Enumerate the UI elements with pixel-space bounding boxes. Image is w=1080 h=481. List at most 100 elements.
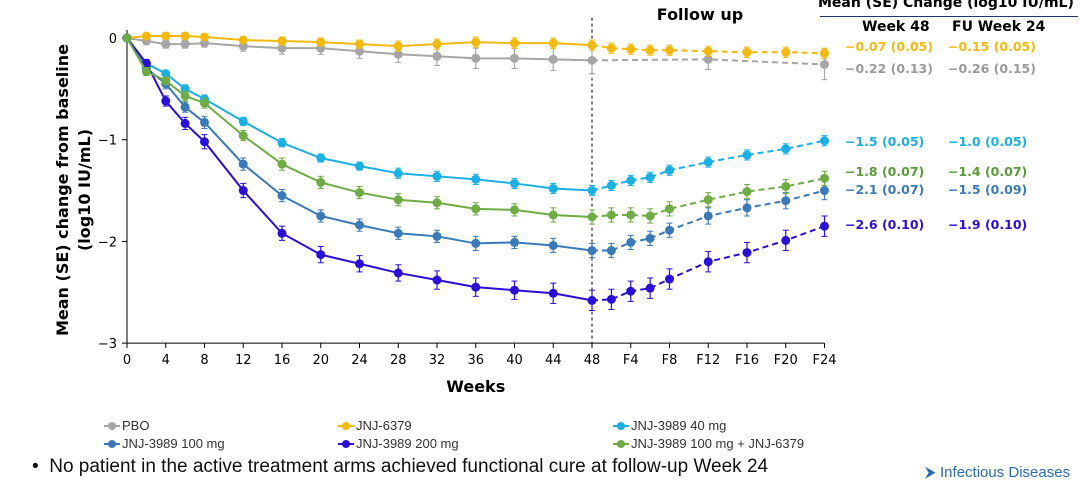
data-point — [781, 144, 791, 154]
table-cell-week48: −1.8 (0.07) — [845, 164, 925, 179]
data-point — [393, 41, 403, 51]
data-point — [510, 285, 519, 295]
data-point — [238, 131, 248, 141]
data-point — [432, 231, 442, 241]
data-point — [355, 39, 364, 49]
data-point — [180, 118, 190, 128]
data-point — [703, 157, 713, 167]
x-tick-label: F4 — [623, 353, 639, 368]
table-cell-week48: −1.5 (0.05) — [845, 134, 925, 149]
data-point — [548, 240, 558, 250]
data-point — [510, 38, 519, 48]
x-tick-label: 12 — [235, 353, 252, 368]
data-point — [471, 282, 481, 292]
data-point — [393, 49, 403, 59]
y-tick-label: 0 — [109, 32, 117, 47]
data-point — [665, 45, 674, 55]
data-point — [180, 102, 190, 112]
data-point — [703, 46, 713, 56]
data-point — [355, 161, 364, 171]
x-tick-label: F16 — [735, 353, 759, 368]
x-tick-label: 40 — [506, 353, 523, 368]
data-point — [645, 211, 655, 221]
x-tick-label: 16 — [274, 353, 291, 368]
data-point — [665, 204, 674, 214]
data-point — [200, 117, 209, 127]
data-point — [180, 39, 190, 49]
data-point — [587, 55, 597, 65]
data-point — [626, 44, 636, 54]
x-tick-label: 4 — [162, 353, 170, 368]
data-point — [316, 177, 326, 187]
data-point — [781, 47, 791, 57]
data-point — [781, 196, 791, 206]
table-cell-fu24: −1.4 (0.07) — [948, 164, 1028, 179]
table-cell-fu24: −0.15 (0.05) — [948, 39, 1036, 54]
data-point — [703, 211, 713, 221]
table-cell-week48: −2.6 (0.10) — [845, 217, 925, 232]
data-point — [626, 286, 636, 296]
data-point — [645, 233, 655, 243]
data-point — [548, 210, 558, 220]
data-point — [606, 294, 616, 304]
data-point — [355, 220, 364, 230]
data-point — [122, 33, 132, 43]
data-point — [820, 173, 829, 183]
data-point — [703, 195, 713, 205]
data-point — [645, 283, 655, 293]
data-point — [645, 45, 655, 55]
legend-item-pbo: PBO — [104, 418, 149, 433]
data-point — [161, 76, 171, 86]
legend-item-combo: JNJ-3989 100 mg + JNJ-6379 — [613, 436, 804, 451]
data-point — [277, 159, 287, 169]
x-tick-label: 0 — [123, 353, 131, 368]
data-point — [471, 238, 481, 248]
data-point — [161, 96, 171, 106]
data-point — [393, 168, 403, 178]
data-point — [587, 246, 597, 256]
series-line-followup — [591, 58, 825, 66]
data-point — [161, 39, 171, 49]
data-point — [432, 275, 442, 285]
x-tick-label: 28 — [390, 353, 407, 368]
data-point — [665, 274, 674, 284]
data-point — [200, 32, 209, 42]
data-point — [548, 288, 558, 298]
data-point — [587, 186, 597, 196]
data-point — [200, 137, 209, 147]
data-point — [548, 184, 558, 194]
data-point — [471, 174, 481, 184]
data-point — [626, 175, 636, 185]
y-tick-label: −1 — [98, 134, 117, 149]
data-point — [316, 250, 326, 260]
table-cell-week48: −0.07 (0.05) — [845, 39, 933, 54]
x-tick-label: F24 — [812, 353, 836, 368]
data-point — [200, 98, 209, 108]
table-title-underline — [820, 16, 1078, 17]
y-axis-label-units: (log10 IU/mL) — [75, 129, 94, 251]
x-tick-label: 8 — [200, 353, 208, 368]
data-point — [180, 31, 190, 41]
data-point — [510, 205, 519, 215]
data-point — [587, 295, 597, 305]
table-title: Mean (SE) Change (log10 IU/mL) — [818, 0, 1074, 11]
data-point — [742, 248, 752, 258]
data-point — [316, 37, 326, 47]
data-point — [510, 53, 519, 63]
y-tick-label: −3 — [98, 337, 117, 352]
data-point — [355, 46, 364, 56]
table-cell-fu24: −1.5 (0.09) — [948, 182, 1028, 197]
data-point — [548, 54, 558, 64]
data-point — [238, 186, 248, 196]
legend-item-jnj3989-100: JNJ-3989 100 mg — [104, 436, 225, 451]
followup-annotation: Follow up — [657, 5, 743, 24]
footnote: • No patient in the active treatment arm… — [32, 456, 769, 477]
x-axis-label: Weeks — [446, 377, 505, 396]
series-1 — [122, 31, 829, 59]
data-point — [471, 37, 481, 47]
data-point — [432, 198, 442, 208]
table-header-week48: Week 48 — [862, 19, 930, 35]
data-point — [820, 48, 829, 58]
data-point — [548, 38, 558, 48]
